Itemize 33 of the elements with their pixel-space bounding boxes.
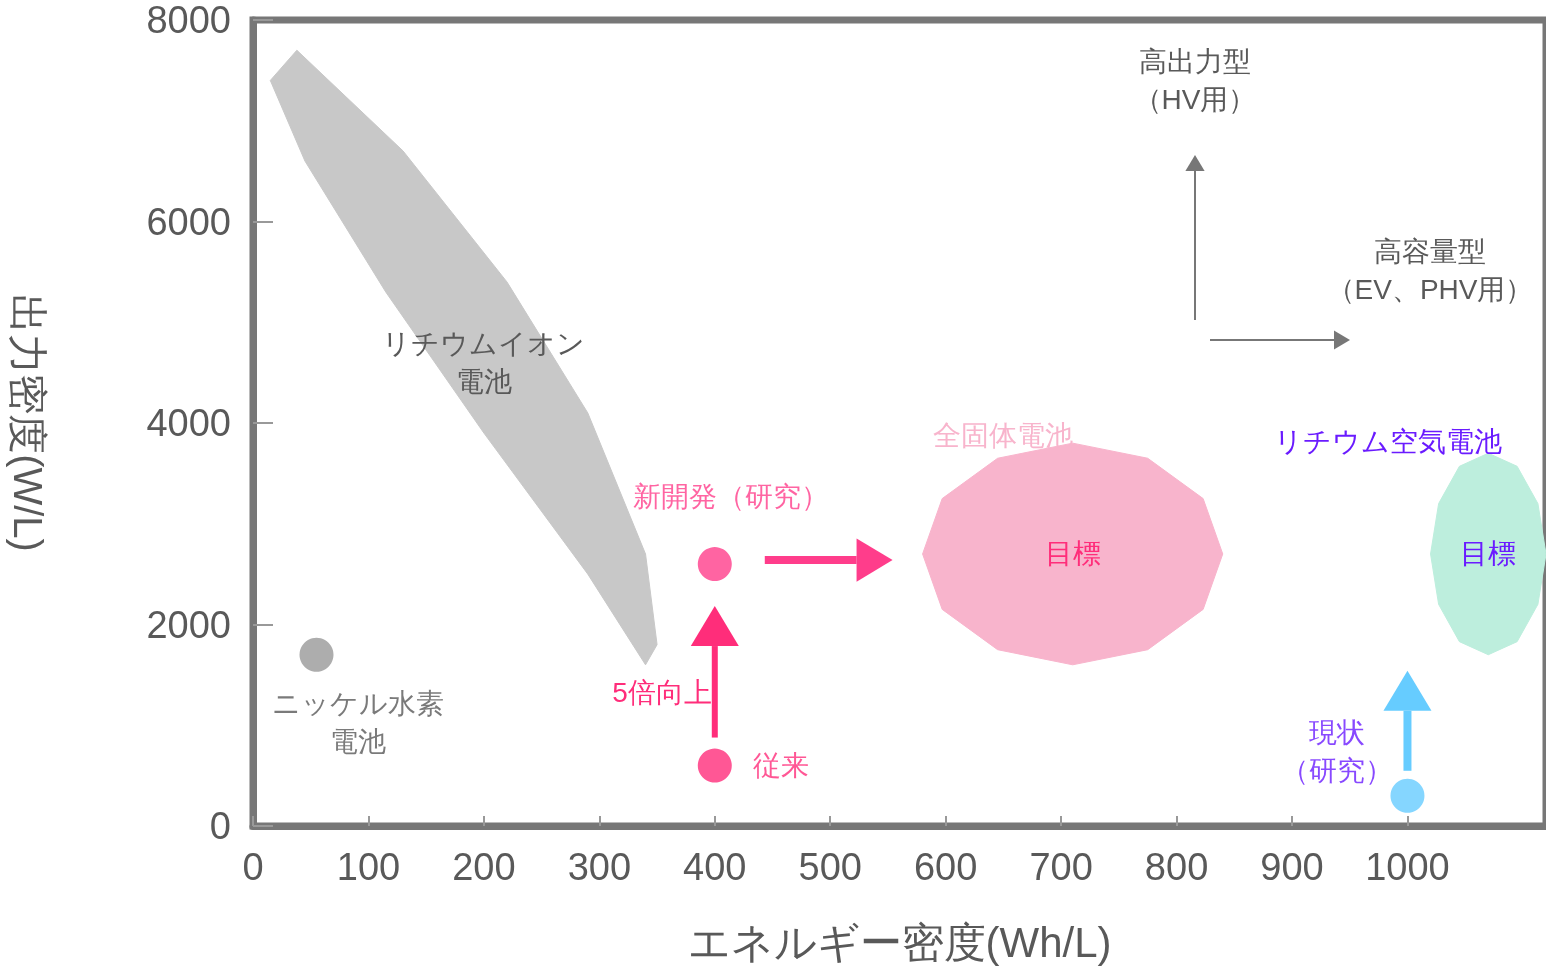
x-tick-label: 0 xyxy=(242,846,264,888)
x-tick-label: 300 xyxy=(567,846,632,888)
y-tick-label: 0 xyxy=(209,805,231,847)
x-tick-label: 800 xyxy=(1144,846,1209,888)
x-tick-label: 600 xyxy=(913,846,978,888)
y-tick-label: 6000 xyxy=(146,200,231,243)
series-label: リチウムイオン電池 xyxy=(382,328,586,398)
series-label: 従来 xyxy=(752,750,809,782)
point xyxy=(299,637,334,672)
series-label: リチウム空気電池 xyxy=(1274,425,1503,457)
legend-label: 現状（研究） xyxy=(1281,717,1394,787)
annotation: 5倍向上 xyxy=(612,676,712,708)
y-tick-label: 4000 xyxy=(146,402,231,444)
x-tick-label: 900 xyxy=(1260,846,1324,888)
annotation: 高容量型（EV、PHV用） xyxy=(1326,235,1534,305)
annotation: 目標 xyxy=(1460,538,1517,570)
x-tick-label: 200 xyxy=(452,846,516,888)
x-tick-label: 400 xyxy=(683,846,747,888)
x-tick-label: 500 xyxy=(798,846,862,888)
annotation: 目標 xyxy=(1044,538,1101,570)
y-tick-label: 8000 xyxy=(146,0,231,41)
y-axis-title: 出力密度(W/L) xyxy=(6,294,50,552)
point xyxy=(697,748,732,783)
annotation: 高出力型（HV用） xyxy=(1133,45,1257,115)
series-label: 新開発（研究） xyxy=(632,480,829,512)
x-tick-label: 100 xyxy=(336,846,401,888)
y-tick-label: 2000 xyxy=(146,603,231,646)
point xyxy=(1390,778,1425,813)
x-axis-title: エネルギー密度(Wh/L) xyxy=(687,918,1112,966)
series-label: ニッケル水素電池 xyxy=(272,688,445,758)
point xyxy=(697,547,732,582)
x-tick-label: 1000 xyxy=(1365,846,1450,888)
x-tick-label: 700 xyxy=(1029,846,1093,888)
